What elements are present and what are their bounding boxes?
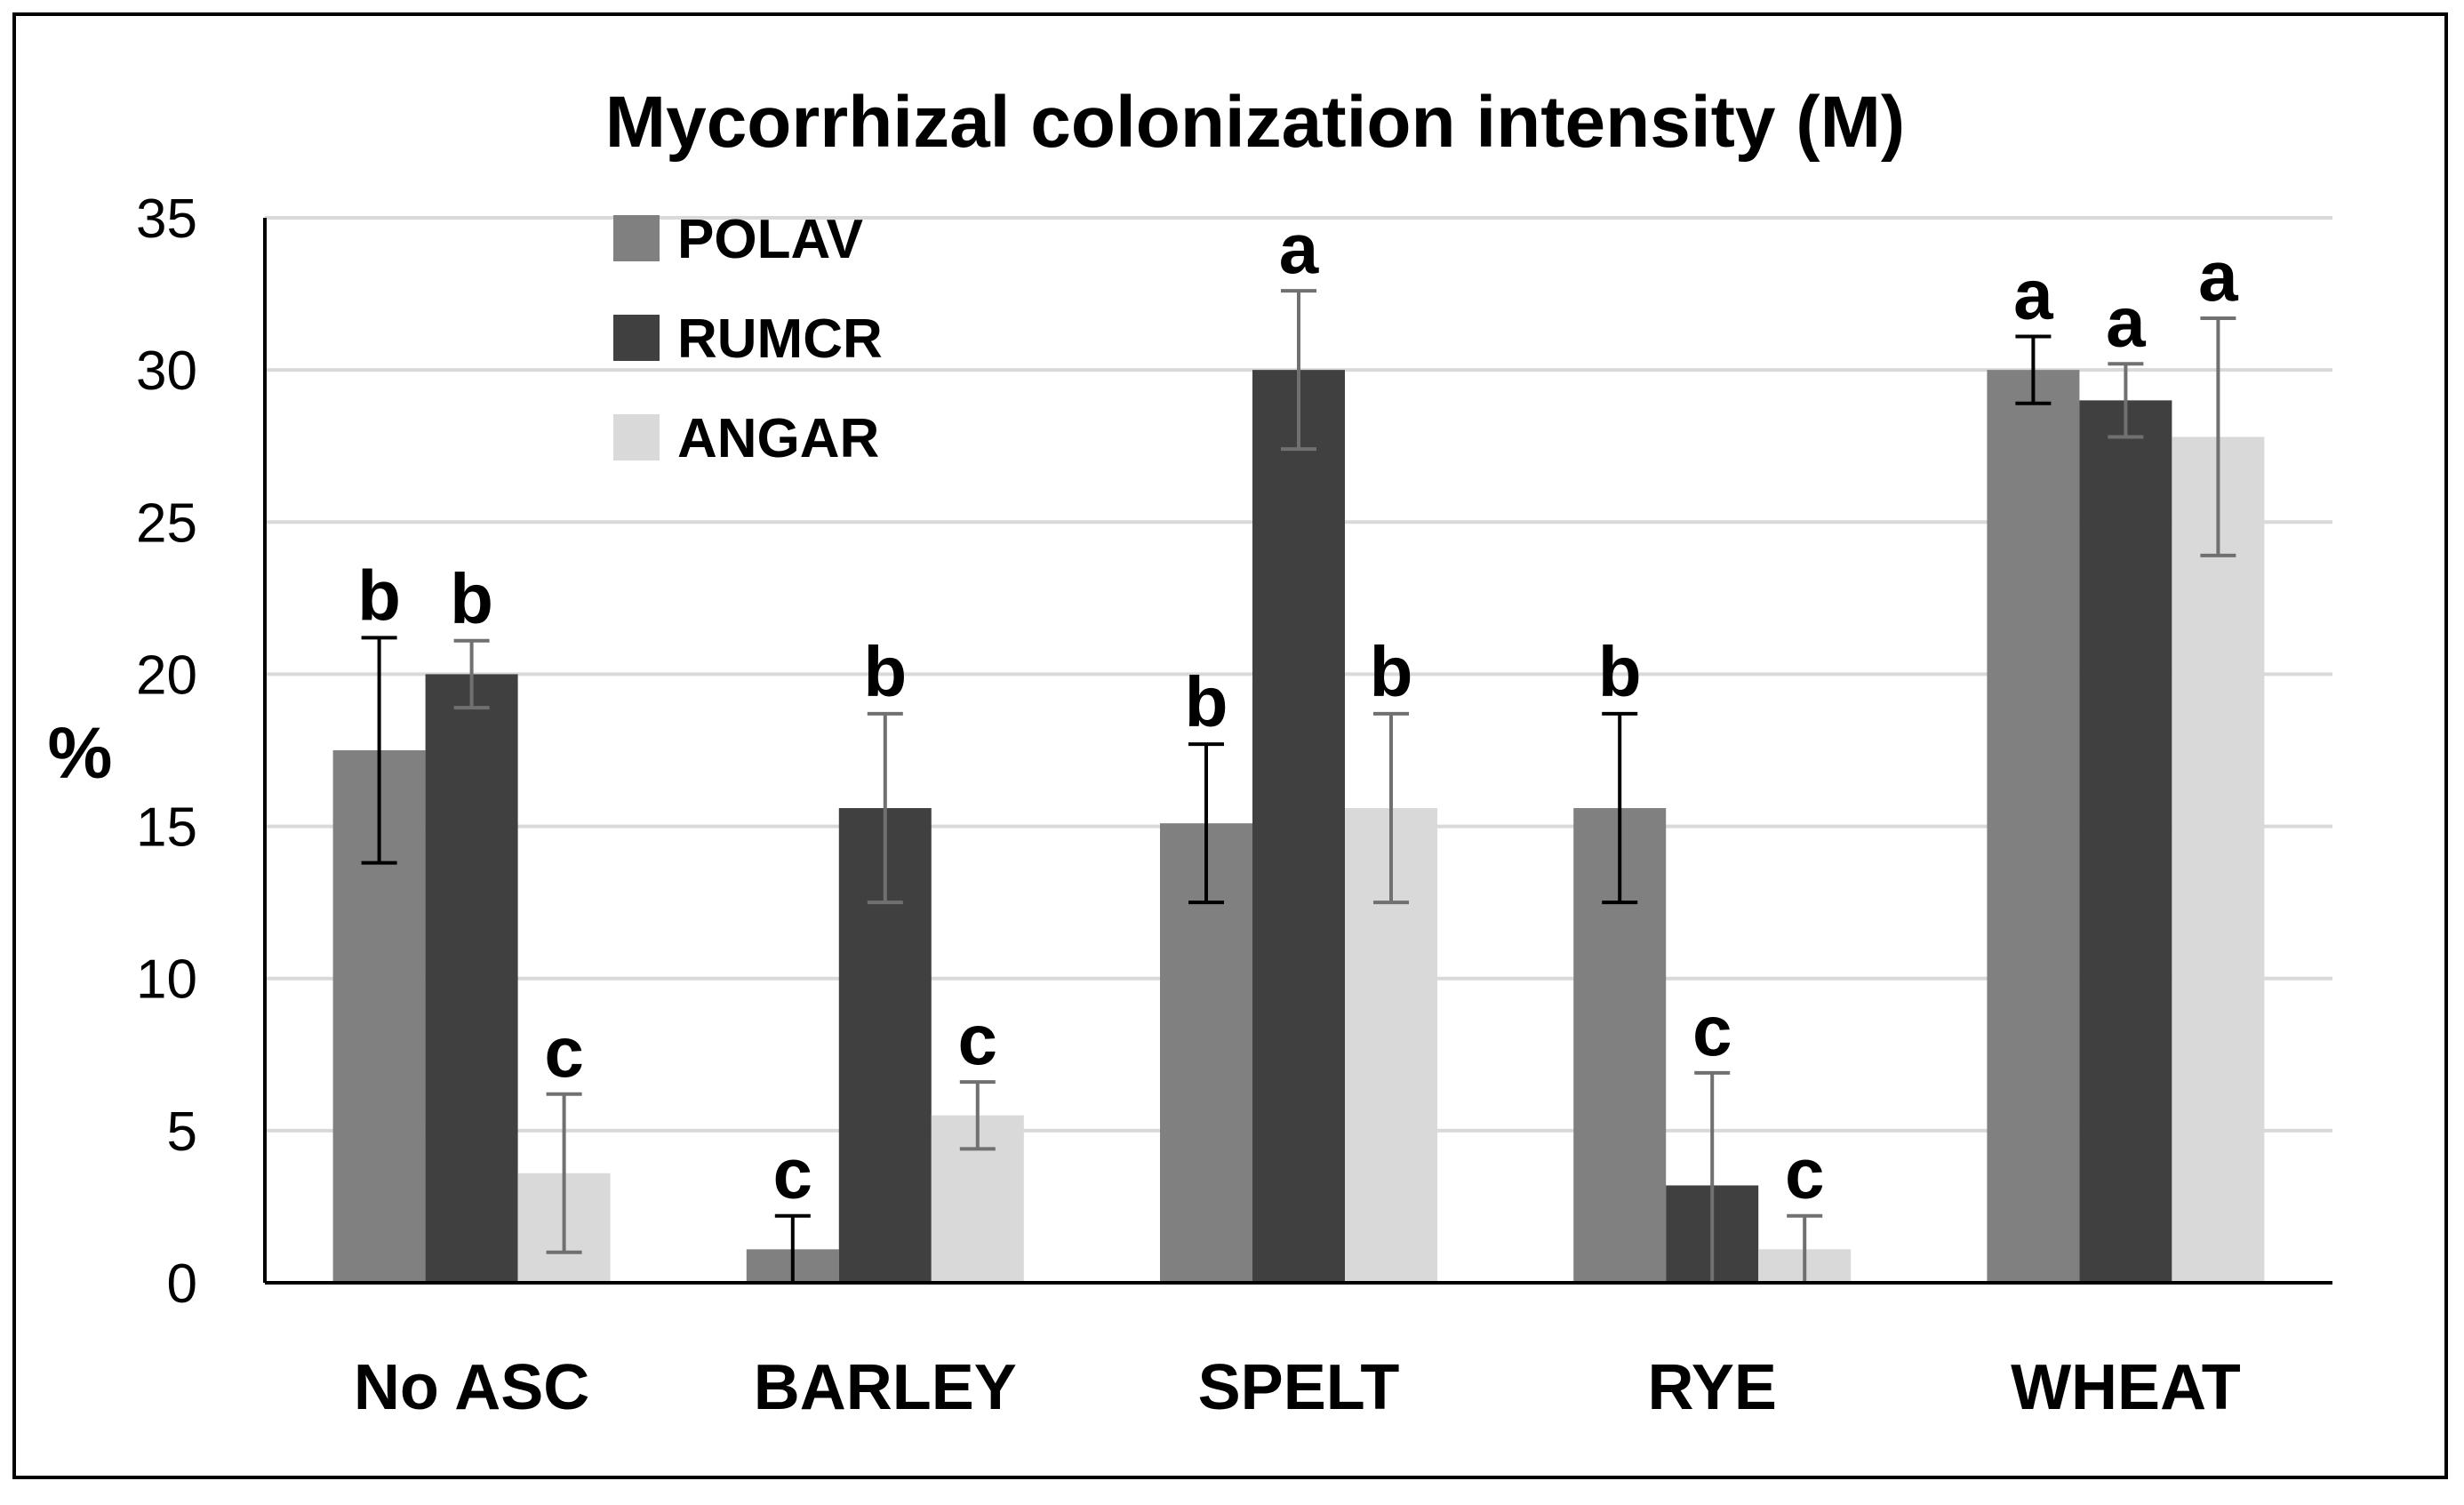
axes [263,218,2332,1285]
significance-letter: c [1692,991,1732,1070]
legend: POLAV RUMCR ANGAR [613,209,883,469]
legend-label: RUMCR [677,308,883,370]
significance-letter: b [1598,632,1642,711]
y-tick-label: 35 [136,188,197,250]
bar-rumcr [2079,400,2172,1283]
significance-letter: c [773,1134,813,1213]
x-tick-label: No ASC [354,1352,589,1423]
legend-swatch-polav [613,215,660,261]
y-tick-label: 5 [167,1101,197,1163]
significance-letter: c [544,1013,584,1092]
significance-letter: c [958,1000,998,1079]
x-tick-label: SPELT [1198,1352,1400,1423]
chart-title: Mycorrhizal colonization intensity (M) [605,82,1905,163]
significance-letter: a [1279,209,1319,288]
significance-letter: c [1785,1134,1825,1213]
bar-angar [2172,436,2265,1284]
significance-letter: a [2106,282,2146,361]
y-tick-label: 0 [167,1253,197,1315]
x-tick-label: RYE [1648,1352,1777,1423]
y-tick-label: 25 [136,492,197,554]
legend-swatch-angar [613,414,660,460]
y-tick-label: 20 [136,644,197,706]
y-tick-label: 15 [136,797,197,859]
significance-letter: a [2013,254,2053,333]
significance-letter: a [2198,236,2238,316]
significance-letter: b [357,556,401,635]
legend-label: ANGAR [677,408,879,469]
x-tick-label: BARLEY [754,1352,1017,1423]
y-tick-label: 30 [136,340,197,402]
significance-letter: b [863,632,907,711]
bars [332,289,2265,1285]
legend-swatch-rumcr [613,315,660,361]
legend-label: POLAV [677,209,863,270]
bar-rumcr [425,674,518,1283]
significance-letter: b [1370,632,1413,711]
significance-letter: b [1185,662,1228,741]
bar-rumcr [1252,370,1345,1284]
y-tick-label: 10 [136,949,197,1011]
y-axis-label: % [48,713,113,794]
x-tick-label: WHEAT [2011,1352,2241,1423]
bar-polav [1987,370,2080,1284]
significance-letter: b [450,559,493,638]
